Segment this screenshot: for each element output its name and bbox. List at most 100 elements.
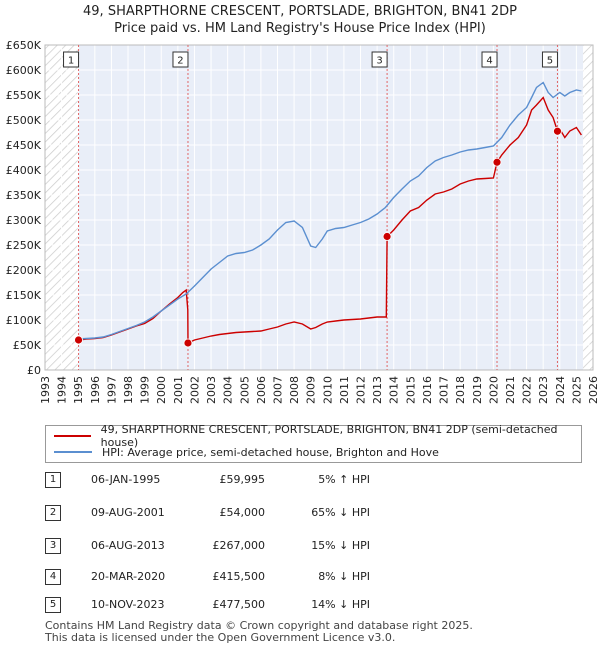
- series-line-hpi: [78, 81, 582, 340]
- x-tick-label: 2002: [188, 376, 201, 404]
- transaction-marker: [183, 338, 193, 348]
- table-row: 2 09-AUG-2001 £54,000 65% ↓ HPI: [45, 505, 585, 523]
- y-tick-label: £150K: [6, 289, 42, 302]
- transaction-hpi: 65% ↓ HPI: [311, 506, 370, 519]
- x-tick-label: 1994: [56, 376, 69, 404]
- table-row: 5 10-NOV-2023 £477,500 14% ↓ HPI: [45, 597, 585, 615]
- transaction-marker: [74, 335, 83, 345]
- x-tick-label: 1999: [139, 376, 152, 404]
- x-tick-label: 2012: [355, 376, 368, 404]
- footer-line-2: This data is licensed under the Open Gov…: [45, 631, 396, 644]
- x-tick-label: 2001: [172, 376, 185, 404]
- transaction-box: [541, 51, 558, 68]
- y-tick-label: £600K: [6, 64, 42, 77]
- transaction-number: 3: [45, 538, 61, 554]
- y-tick-label: £50K: [13, 339, 42, 352]
- transaction-hpi: 8% ↓ HPI: [318, 570, 370, 583]
- transaction-marker: [492, 157, 502, 167]
- y-tick-label: £0: [27, 364, 41, 377]
- x-tick-label: 1997: [105, 376, 118, 404]
- transaction-date: 06-AUG-2013: [91, 539, 165, 552]
- x-tick-label: 2017: [438, 376, 451, 404]
- x-tick-label: 1995: [72, 376, 85, 404]
- y-tick-label: £100K: [6, 314, 42, 327]
- transaction-hpi: 14% ↓ HPI: [311, 598, 370, 611]
- y-tick-label: £500K: [6, 114, 42, 127]
- legend-label-hpi: HPI: Average price, semi-detached house,…: [102, 445, 439, 459]
- legend-swatch-property: [54, 435, 91, 437]
- title-line-1: 49, SHARPTHORNE CRESCENT, PORTSLADE, BRI…: [83, 4, 517, 19]
- x-tick-label: 2014: [388, 376, 401, 404]
- x-tick-label: 1993: [39, 376, 52, 404]
- transaction-price: £267,000: [212, 539, 266, 552]
- x-tick-label: 2007: [271, 376, 284, 404]
- transaction-price: £477,500: [212, 598, 266, 611]
- transaction-hpi: 5% ↑ HPI: [318, 473, 370, 486]
- legend-item-property: 49, SHARPTHORNE CRESCENT, PORTSLADE, BRI…: [54, 423, 581, 449]
- transaction-date: 20-MAR-2020: [91, 570, 166, 583]
- x-tick-label: 2018: [454, 376, 467, 404]
- table-row: 3 06-AUG-2013 £267,000 15% ↓ HPI: [45, 538, 585, 556]
- transaction-box-label: 3: [376, 56, 382, 67]
- plot-frame: [44, 44, 594, 371]
- x-tick-label: 2004: [222, 376, 235, 404]
- x-tick-label: 2015: [404, 376, 417, 404]
- x-tick-label: 2013: [371, 376, 384, 404]
- transaction-price: £59,995: [219, 473, 266, 486]
- transaction-price: £54,000: [219, 506, 266, 519]
- transaction-hpi: 15% ↓ HPI: [311, 539, 370, 552]
- transaction-box-label: 2: [177, 56, 183, 67]
- y-tick-label: £200K: [6, 264, 42, 277]
- x-tick-label: 1998: [122, 376, 135, 404]
- x-tick-label: 2025: [570, 376, 583, 404]
- price-chart: £0 £50K £100K £150K £200K £250K £300K £350K £400…: [6, 39, 600, 404]
- highlight-band: [78, 45, 584, 370]
- legend-swatch-hpi: [54, 451, 92, 453]
- transaction-box: [481, 51, 498, 68]
- footer-line-1: Contains HM Land Registry data © Crown c…: [45, 619, 473, 632]
- y-tick-label: £450K: [6, 139, 42, 152]
- x-tick-label: 2020: [487, 376, 500, 404]
- transaction-marker: [382, 232, 392, 241]
- hatched-range-1: [583, 45, 593, 370]
- y-tick-label: £650K: [6, 39, 42, 52]
- x-tick-label: 2003: [205, 376, 218, 404]
- transaction-number: 1: [45, 472, 61, 488]
- transaction-box-label: 1: [68, 56, 74, 67]
- transaction-price: £415,500: [212, 570, 266, 583]
- chart-title: 49, SHARPTHORNE CRESCENT, PORTSLADE, BRI…: [0, 3, 600, 37]
- x-tick-label: 2010: [321, 376, 334, 404]
- legend: 49, SHARPTHORNE CRESCENT, PORTSLADE, BRI…: [45, 423, 582, 463]
- y-tick-label: £250K: [6, 239, 42, 252]
- transaction-box-label: 5: [547, 56, 553, 67]
- legend-item-hpi: HPI: Average price, semi-detached house,…: [54, 444, 439, 460]
- transaction-box: [63, 51, 80, 68]
- transaction-date: 06-JAN-1995: [91, 473, 161, 486]
- x-tick-label: 2021: [504, 376, 517, 404]
- title-line-2: Price paid vs. HM Land Registry's House …: [114, 21, 486, 36]
- transaction-box: [371, 51, 388, 68]
- transaction-number: 4: [45, 569, 61, 585]
- x-tick-label: 2009: [305, 376, 318, 404]
- x-tick-label: 1996: [89, 376, 102, 404]
- footer: Contains HM Land Registry data © Crown c…: [45, 620, 473, 644]
- x-tick-label: 2011: [338, 376, 351, 404]
- transaction-date: 10-NOV-2023: [91, 598, 165, 611]
- x-tick-label: 2024: [554, 376, 567, 404]
- table-row: 4 20-MAR-2020 £415,500 8% ↓ HPI: [45, 569, 585, 587]
- x-tick-label: 2019: [471, 376, 484, 404]
- transaction-box: [172, 51, 189, 68]
- table-row: 1 06-JAN-1995 £59,995 5% ↑ HPI: [45, 472, 585, 490]
- x-tick-label: 2000: [155, 376, 168, 404]
- transaction-date: 09-AUG-2001: [91, 506, 165, 519]
- y-tick-label: £350K: [6, 189, 42, 202]
- x-tick-label: 2005: [238, 376, 251, 404]
- series-line-property: [78, 96, 582, 345]
- y-tick-label: £300K: [6, 214, 42, 227]
- transaction-number: 5: [45, 597, 61, 613]
- transaction-marker: [553, 126, 562, 136]
- x-tick-label: 2008: [288, 376, 301, 404]
- y-tick-label: £550K: [6, 89, 42, 102]
- x-tick-label: 2022: [521, 376, 534, 404]
- y-tick-label: £400K: [6, 164, 42, 177]
